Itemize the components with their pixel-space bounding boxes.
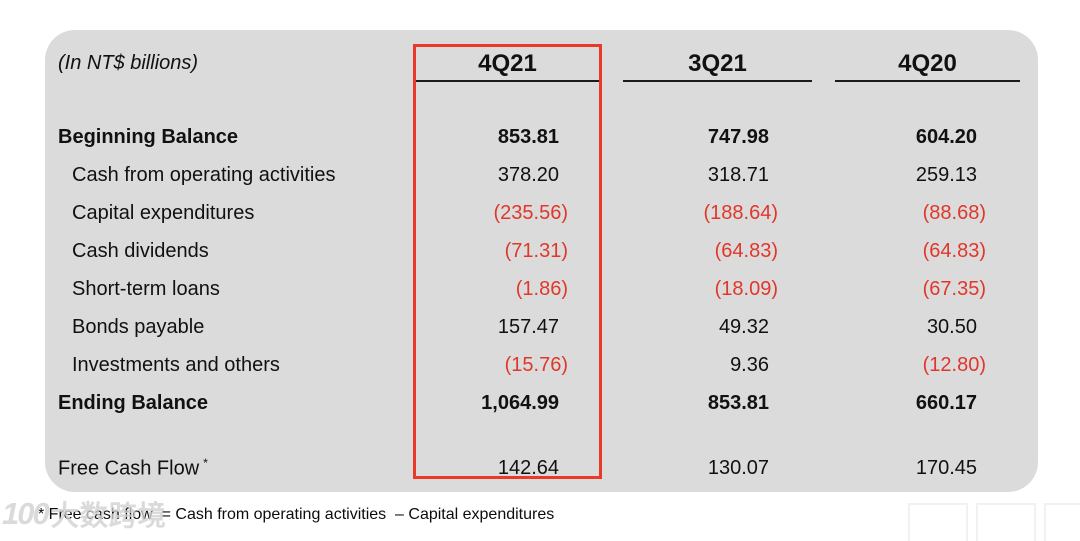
- value-4q20: 604.20: [915, 125, 977, 148]
- grid-square: [976, 503, 1036, 541]
- row-label: Free Cash Flow *: [58, 455, 208, 480]
- value-4q21: 378.20: [497, 163, 559, 186]
- table-row: Beginning Balance 853.81 747.98 604.20: [45, 118, 1038, 156]
- row-label: Investments and others: [72, 353, 280, 376]
- row-label: Ending Balance: [58, 391, 209, 414]
- value-3q21: (18.09): [714, 277, 778, 300]
- table-row: Bonds payable 157.47 49.32 30.50: [45, 308, 1038, 346]
- grid-square: [908, 503, 968, 541]
- column-header-4q21: 4Q21: [413, 50, 602, 82]
- value-3q21: 49.32: [718, 315, 769, 338]
- value-4q21: (1.86): [515, 277, 568, 300]
- unit-label: (In NT$ billions): [58, 52, 199, 74]
- background-grid: [908, 503, 1080, 541]
- table-row: Cash from operating activities 378.20 31…: [45, 156, 1038, 194]
- value-3q21: (64.83): [714, 239, 778, 262]
- value-3q21: (188.64): [703, 201, 779, 224]
- row-label: Cash from operating activities: [72, 163, 336, 186]
- value-4q21: 142.64: [497, 456, 559, 479]
- table-body: Beginning Balance 853.81 747.98 604.20 C…: [45, 118, 1038, 487]
- value-4q20: 30.50: [926, 315, 977, 338]
- value-3q21: 747.98: [707, 125, 769, 148]
- value-4q20: (88.68): [922, 201, 986, 224]
- value-3q21: 853.81: [707, 391, 769, 414]
- value-4q21: 157.47: [497, 315, 559, 338]
- value-3q21: 130.07: [707, 456, 769, 479]
- table-row: Ending Balance 1,064.99 853.81 660.17: [45, 384, 1038, 422]
- table-row: Free Cash Flow * 142.64 130.07 170.45: [45, 449, 1038, 487]
- value-4q20: 170.45: [915, 456, 977, 479]
- row-label: Short-term loans: [72, 277, 220, 300]
- value-4q21: (15.76): [504, 353, 568, 376]
- value-3q21: 318.71: [707, 163, 769, 186]
- table-row: Capital expenditures (235.56) (188.64) (…: [45, 194, 1038, 232]
- column-header-3q21: 3Q21: [623, 50, 812, 82]
- value-4q21: 1,064.99: [481, 391, 559, 414]
- row-label: Bonds payable: [72, 315, 205, 338]
- value-4q21: (235.56): [493, 201, 569, 224]
- value-4q21: (71.31): [504, 239, 568, 262]
- cash-flow-table: (In NT$ billions) 4Q21 3Q21 4Q20 Beginni…: [45, 30, 1038, 492]
- row-label: Cash dividends: [72, 239, 209, 262]
- value-4q20: (64.83): [922, 239, 986, 262]
- column-header-4q20: 4Q20: [835, 50, 1020, 82]
- row-label: Capital expenditures: [72, 201, 255, 224]
- value-4q20: 660.17: [915, 391, 977, 414]
- value-3q21: 9.36: [730, 353, 769, 376]
- value-4q20: (12.80): [922, 353, 986, 376]
- table-row: Investments and others (15.76) 9.36 (12.…: [45, 346, 1038, 384]
- row-label: Beginning Balance: [58, 125, 239, 148]
- value-4q20: 259.13: [915, 163, 977, 186]
- footnote: * Free cash flow = Cash from operating a…: [38, 506, 555, 523]
- table-row: Cash dividends (71.31) (64.83) (64.83): [45, 232, 1038, 270]
- table-header: (In NT$ billions) 4Q21 3Q21 4Q20: [45, 30, 1038, 82]
- table-row: Short-term loans (1.86) (18.09) (67.35): [45, 270, 1038, 308]
- value-4q20: (67.35): [922, 277, 986, 300]
- value-4q21: 853.81: [497, 125, 559, 148]
- grid-square: [1044, 503, 1080, 541]
